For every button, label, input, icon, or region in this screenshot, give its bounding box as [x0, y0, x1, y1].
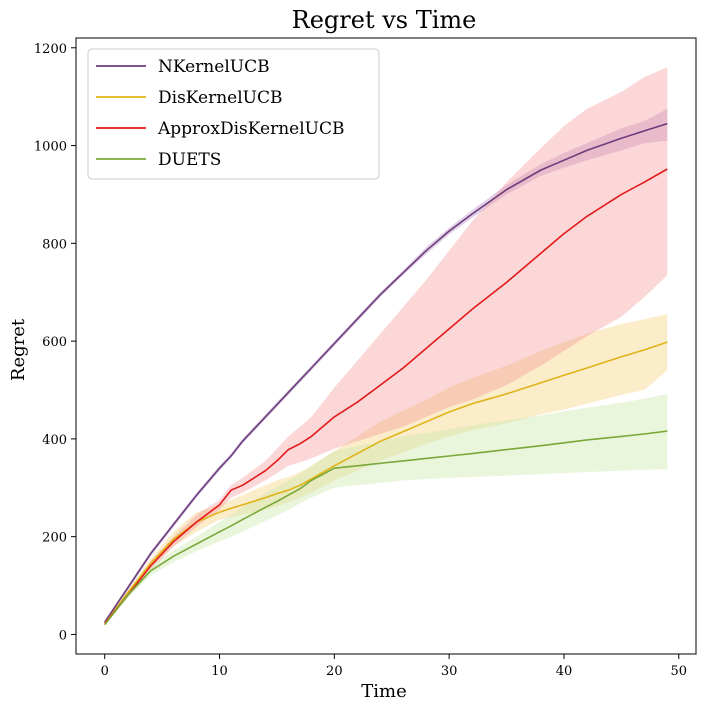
line-series-1 [104, 341, 668, 625]
x-tick-label-4: 40 [556, 664, 573, 679]
band-series-1 [104, 314, 668, 625]
plot-frame [75, 37, 697, 655]
line-series-2 [104, 168, 668, 625]
y-tick-label-4: 800 [42, 237, 67, 252]
y-tick-label-0: 0 [59, 628, 67, 643]
band-series-2 [104, 67, 668, 625]
legend-box [87, 48, 380, 180]
chart-title: Regret vs Time [292, 6, 477, 34]
legend-label-3: DUETS [158, 150, 221, 170]
y-tick-label-5: 1000 [34, 140, 67, 155]
x-tick-label-1: 10 [211, 664, 228, 679]
line-series-0 [104, 122, 668, 623]
confidence-bands [104, 67, 668, 626]
x-axis-title: Time [361, 681, 406, 702]
y-tick-label-2: 400 [42, 433, 67, 448]
legend-label-0: NKernelUCB [158, 57, 270, 77]
x-tick-label-5: 50 [671, 664, 688, 679]
y-tick-label-6: 1200 [34, 42, 67, 57]
legend-label-1: DisKernelUCB [158, 88, 283, 108]
series-lines [104, 122, 668, 626]
y-axis-title: Regret [8, 318, 29, 381]
y-tick-label-3: 600 [42, 335, 67, 350]
x-axis-ticks: 0 10 20 30 40 50 [101, 654, 687, 679]
x-tick-label-0: 0 [101, 664, 109, 679]
x-tick-label-3: 30 [441, 664, 458, 679]
legend-label-2: ApproxDisKernelUCB [157, 119, 345, 139]
band-series-3 [104, 393, 668, 626]
y-tick-label-1: 200 [42, 531, 67, 546]
x-tick-label-2: 20 [326, 664, 343, 679]
y-axis-ticks: 0 200 400 600 800 1000 1200 [34, 42, 76, 643]
line-series-3 [104, 430, 668, 626]
legend: NKernelUCB DisKernelUCB ApproxDisKernelUCB… [87, 48, 380, 180]
